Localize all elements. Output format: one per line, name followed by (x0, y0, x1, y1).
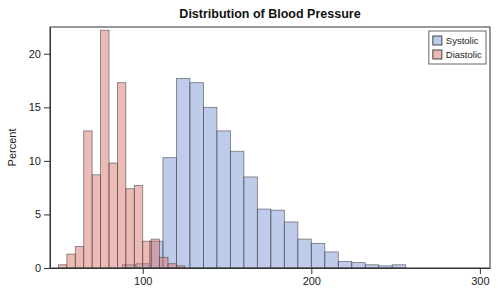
histogram-bar (126, 189, 134, 268)
legend-item: Diastolic (433, 49, 482, 60)
legend-item: Systolic (433, 35, 479, 46)
title: Distribution of Blood Pressure (179, 7, 360, 21)
series-bars (122, 78, 405, 268)
legend-label: Systolic (446, 35, 479, 46)
tick-label: 15 (29, 101, 41, 113)
histogram-bar (217, 131, 230, 268)
tick-mark (311, 268, 312, 274)
histogram-bar (163, 158, 176, 268)
x-axis: 100 200 300 (51, 268, 491, 287)
histogram-bar (160, 257, 168, 268)
legend: Systolic Diastolic (429, 31, 486, 64)
histogram-bar (230, 151, 243, 268)
axis-line (51, 268, 491, 269)
tick-label: 200 (303, 275, 321, 287)
tick: 100 (134, 268, 152, 287)
tick-label: 100 (134, 275, 152, 287)
legend-swatch (433, 50, 442, 59)
plot-area: 100 200 300 0 5 10 15 20 Systolic Diastolic (29, 27, 491, 287)
tick-mark (44, 54, 50, 55)
tick: 300 (471, 268, 489, 287)
histogram-bar (151, 239, 159, 268)
plot-frame (50, 27, 490, 268)
histogram-bar (176, 78, 189, 268)
legend-box (429, 31, 486, 64)
tick-label: 10 (29, 155, 41, 167)
histogram-bar (109, 163, 117, 268)
tick-mark (44, 268, 50, 269)
tick: 200 (303, 268, 321, 287)
histogram-bar (352, 263, 365, 268)
histogram-bar (75, 247, 83, 268)
axis-line (50, 28, 51, 269)
tick-label: 0 (35, 262, 41, 274)
series-bars (58, 30, 184, 268)
tick-label: 20 (29, 48, 41, 60)
histogram-bar (143, 241, 151, 268)
bars (58, 30, 405, 268)
histogram-bar (92, 175, 100, 268)
tick-mark (480, 268, 481, 274)
histogram-bar (325, 252, 338, 268)
histogram-bar (257, 209, 270, 268)
tick: 0 (35, 262, 50, 274)
tick: 15 (29, 101, 50, 113)
histogram-bar (298, 239, 311, 268)
histogram-bar (311, 243, 324, 268)
tick-mark (44, 214, 50, 215)
histogram-bar (168, 264, 176, 268)
histogram-bar (84, 131, 92, 268)
histogram-bar (101, 30, 109, 268)
legend-label: Diastolic (446, 49, 482, 60)
histogram-bar (203, 107, 216, 268)
tick: 5 (35, 208, 50, 220)
tick-label: 300 (471, 275, 489, 287)
tick: 20 (29, 48, 50, 60)
histogram-bar (134, 186, 142, 268)
legend-swatch (433, 36, 442, 45)
histogram-bar (117, 83, 125, 268)
tick-mark (44, 161, 50, 162)
histogram-bar (338, 262, 351, 268)
tick-mark (143, 268, 144, 274)
chart: 100 200 300 0 5 10 15 20 Systolic Diastolic Distri… (0, 0, 500, 300)
y-axis-title: Percent (6, 129, 18, 167)
y-axis: 0 5 10 15 20 (29, 28, 51, 275)
tick: 10 (29, 155, 50, 167)
histogram-bar (190, 83, 203, 268)
histogram-bar (284, 222, 297, 268)
histogram-bar (67, 254, 75, 268)
tick-label: 5 (35, 208, 41, 220)
histogram-bar (244, 177, 257, 268)
tick-mark (44, 107, 50, 108)
histogram-bar (271, 210, 284, 268)
